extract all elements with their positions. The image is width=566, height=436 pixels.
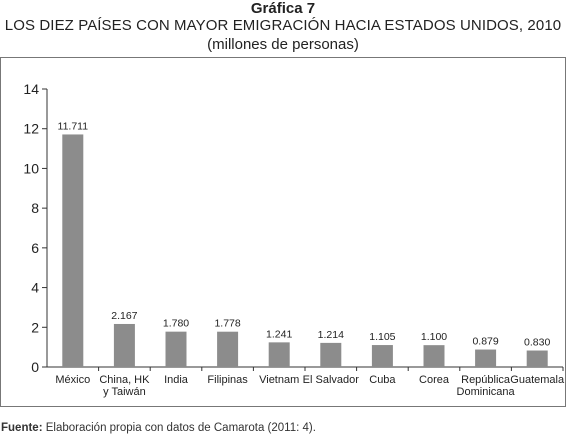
chart-frame: 0 2 4 6 8 10 12 14 11.711 México 2.167 China, HK y T…	[0, 57, 566, 407]
bar-value-label: 2.167	[111, 310, 137, 322]
x-tick-label: México	[55, 374, 90, 386]
bar	[320, 342, 342, 367]
bar	[165, 331, 187, 367]
y-tick-label: 4	[31, 280, 39, 296]
bar-value-label: 1.214	[318, 329, 344, 341]
bar	[268, 342, 290, 367]
x-tick-label: Corea	[419, 374, 450, 386]
chart-label: Gráfica 7	[250, 0, 316, 17]
x-tick-label: Guatemala	[510, 374, 565, 386]
bar-value-label: 1.105	[369, 331, 395, 343]
bar-value-label: 0.879	[472, 336, 498, 348]
y-tick-label: 8	[31, 200, 39, 216]
x-tick-label: Vietnam	[259, 374, 299, 386]
bar-value-label: 1.778	[214, 318, 240, 330]
chart-subtitle: (millones de personas)	[207, 36, 359, 53]
y-tick-label: 14	[23, 81, 39, 97]
y-tick-label: 6	[31, 240, 39, 256]
bar-value-label: 11.711	[58, 120, 89, 132]
bar	[113, 323, 135, 367]
x-tick-label: Cuba	[369, 374, 396, 386]
x-tick-label: República Dominicana	[457, 374, 516, 398]
x-tick-label: China, HK y Taiwán	[99, 374, 150, 398]
bar-value-label: 0.830	[524, 337, 550, 349]
bar-value-label: 1.100	[421, 331, 447, 343]
y-tick-label: 0	[31, 359, 39, 375]
bar-value-label: 1.780	[163, 318, 189, 330]
bar	[475, 349, 497, 367]
y-tick-label: 10	[23, 160, 39, 176]
source-text: Elaboración propia con datos de Camarota…	[42, 422, 316, 434]
bar-value-label: 1.241	[266, 328, 292, 340]
y-tick-label: 2	[31, 319, 39, 335]
x-tick-label: Filipinas	[207, 374, 248, 386]
x-tick-label: India	[164, 374, 189, 386]
x-tick-label: El Salvador	[303, 374, 360, 386]
bar	[526, 350, 548, 367]
source-prefix: Fuente:	[1, 422, 43, 434]
bar	[217, 331, 239, 367]
chart-title: LOS DIEZ PAÍSES CON MAYOR EMIGRACIÓN HAC…	[4, 17, 562, 34]
bar-chart: 0 2 4 6 8 10 12 14 11.711 México 2.167 China, HK y T…	[23, 81, 565, 398]
y-tick-label: 12	[23, 121, 39, 137]
bar	[62, 134, 84, 367]
source-note: Fuente: Elaboración propia con datos de …	[1, 422, 316, 434]
bar	[423, 345, 445, 367]
bar	[371, 345, 393, 367]
